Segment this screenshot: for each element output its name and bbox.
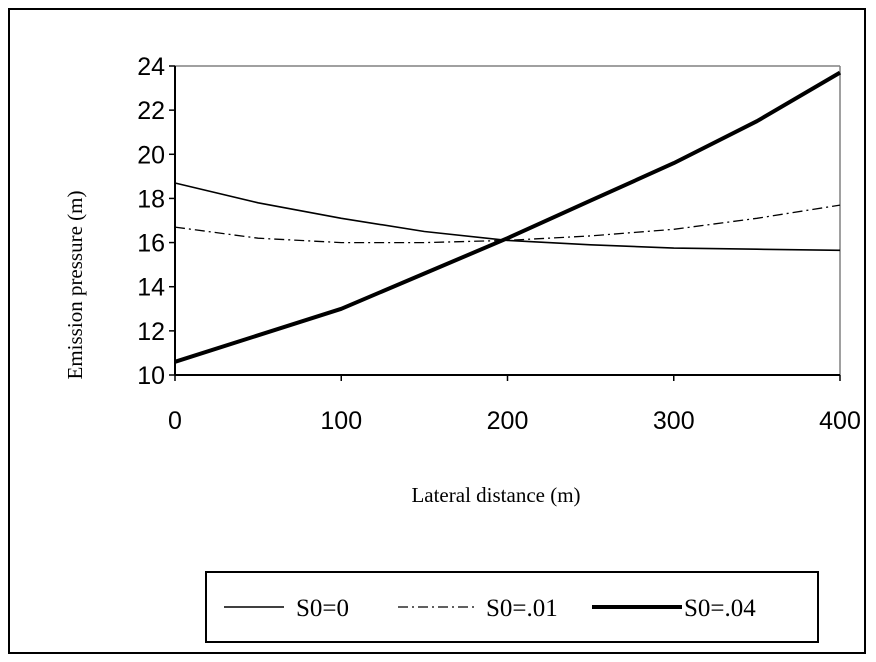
x-axis-title: Lateral distance (m) (411, 483, 580, 507)
y-tick-label: 12 (137, 318, 165, 346)
legend-box (205, 571, 819, 643)
legend-label-2: S0=.01 (486, 595, 558, 622)
series-line-1 (174, 182, 841, 252)
y-tick-label: 16 (137, 230, 165, 258)
x-tick-label: 400 (819, 407, 861, 435)
y-tick-label: 22 (137, 97, 165, 125)
y-tick-label: 18 (137, 185, 165, 213)
chart-series-lines (174, 70, 842, 364)
y-tick-label: 24 (137, 53, 165, 81)
chart-ticks: 10 12 14 16 18 20 22 24 0 100 200 300 400 (137, 53, 861, 435)
y-tick-label: 20 (137, 141, 165, 169)
legend-label-3: S0=.04 (684, 595, 756, 622)
y-tick-label: 10 (137, 362, 165, 390)
y-tick-label: 14 (137, 274, 165, 302)
x-tick-label: 300 (653, 407, 695, 435)
x-tick-label: 100 (320, 407, 362, 435)
series-line-2 (174, 204, 841, 244)
series-line-3 (174, 70, 842, 364)
x-tick-label: 200 (487, 407, 529, 435)
legend-label-1: S0=0 (296, 595, 349, 622)
chart-legend: S0=0 S0=.01 S0=.04 (205, 571, 819, 643)
chart-frame (8, 8, 866, 654)
x-tick-label: 0 (168, 407, 182, 435)
y-axis-title: Emission pressure (m) (63, 191, 87, 380)
